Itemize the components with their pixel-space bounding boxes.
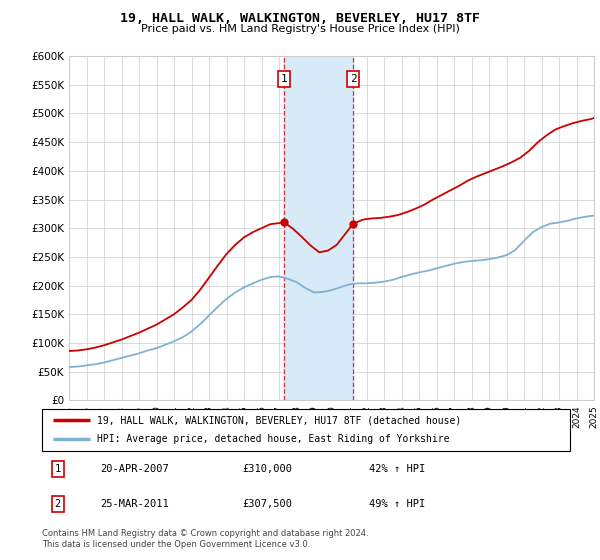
Text: 19, HALL WALK, WALKINGTON, BEVERLEY, HU17 8TF (detached house): 19, HALL WALK, WALKINGTON, BEVERLEY, HU1… xyxy=(97,415,461,425)
Text: £310,000: £310,000 xyxy=(242,464,293,474)
Text: Price paid vs. HM Land Registry's House Price Index (HPI): Price paid vs. HM Land Registry's House … xyxy=(140,24,460,34)
Text: 42% ↑ HPI: 42% ↑ HPI xyxy=(370,464,425,474)
Text: 20-APR-2007: 20-APR-2007 xyxy=(100,464,169,474)
Text: 19, HALL WALK, WALKINGTON, BEVERLEY, HU17 8TF: 19, HALL WALK, WALKINGTON, BEVERLEY, HU1… xyxy=(120,12,480,25)
FancyBboxPatch shape xyxy=(42,409,570,451)
Bar xyxy=(284,56,353,400)
Text: 49% ↑ HPI: 49% ↑ HPI xyxy=(370,499,425,509)
Text: 2: 2 xyxy=(55,499,61,509)
Text: 2: 2 xyxy=(350,74,356,84)
Text: 1: 1 xyxy=(281,74,287,84)
Text: 1: 1 xyxy=(55,464,61,474)
Text: HPI: Average price, detached house, East Riding of Yorkshire: HPI: Average price, detached house, East… xyxy=(97,435,450,445)
Text: Contains HM Land Registry data © Crown copyright and database right 2024.
This d: Contains HM Land Registry data © Crown c… xyxy=(42,529,368,549)
Text: £307,500: £307,500 xyxy=(242,499,293,509)
Text: 25-MAR-2011: 25-MAR-2011 xyxy=(100,499,169,509)
